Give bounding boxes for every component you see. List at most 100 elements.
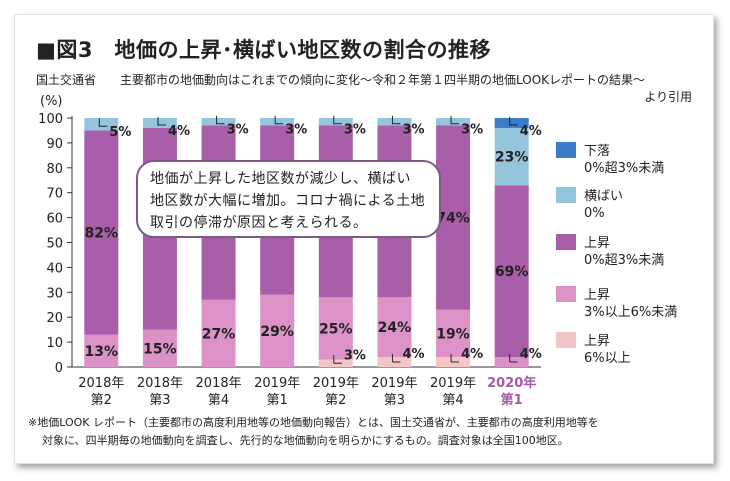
y-tick-label-40: 40 (46, 261, 63, 276)
y-tick-label-0: 0 (55, 361, 63, 376)
footnote: ※地価LOOK レポート（主要都市の高度利用地等の地価動向報告）とは、国土交通省… (28, 414, 698, 450)
legend-label-rise_6-1: 6%以上 (584, 351, 631, 366)
footnote-line-2: 対象に、四半期毎の地価動向を調査し、先行的な地価動向を明らかにするもの。調査対象… (42, 434, 569, 447)
label-leader-flat-0 (98, 118, 108, 127)
legend-swatch-rise_3_6 (556, 286, 576, 302)
x-tick-quarter-1: 第3 (149, 393, 170, 408)
label-leader-rise_3_6-7 (509, 354, 518, 363)
data-label-rise_3_6-4: 25% (319, 321, 353, 337)
bar-flat-3 (260, 118, 295, 126)
data-label-flat-1: 4% (168, 124, 190, 139)
source-label: 国土交通省 (36, 73, 97, 87)
y-axis-unit: (%) (40, 94, 63, 109)
x-tick-quarter-6: 第4 (442, 393, 463, 408)
y-tick-label-60: 60 (46, 212, 63, 227)
data-label-rise_3_6-0: 13% (85, 344, 119, 360)
data-label-rise_3_6-7: 4% (520, 347, 542, 362)
data-label-decline-7: 4% (520, 124, 542, 139)
x-tick-year-0: 2018年 (78, 376, 124, 391)
bar-flat-5 (377, 118, 412, 126)
x-tick-year-1: 2018年 (137, 376, 183, 391)
legend-swatch-flat (556, 187, 576, 203)
data-label-flat-0: 5% (109, 125, 131, 140)
bar-decline-7 (494, 118, 529, 128)
label-leader-flat-6 (450, 115, 460, 125)
footnote-line-1: ※地価LOOK レポート（主要都市の高度利用地等の地価動向報告）とは、国土交通省… (28, 416, 599, 429)
label-leader-flat-4 (333, 115, 342, 125)
x-tick-year-4: 2019年 (313, 376, 359, 391)
data-label-rise_3_6-1: 15% (143, 341, 177, 357)
label-leader-rise_6-4 (333, 355, 342, 364)
x-tick-year-2: 2018年 (196, 376, 242, 391)
y-tick-label-70: 70 (46, 187, 63, 202)
label-leader-flat-1 (157, 116, 166, 126)
legend-label-rise_3_6-0: 上昇 (584, 288, 610, 303)
y-tick-label-50: 50 (46, 237, 63, 252)
bar-flat-7 (494, 127, 529, 186)
x-tick-quarter-3: 第1 (267, 393, 288, 408)
data-label-flat-3: 3% (285, 123, 307, 138)
bar-flat-4 (318, 118, 353, 126)
label-leader-rise_6-6 (450, 354, 460, 363)
callout-line-1: 地価が上昇した地区数が減少し、横ばい (150, 171, 411, 187)
callout-line-3: 取引の停滞が原因と考えられる。 (150, 215, 368, 231)
bar-rise_3_6-1 (142, 329, 177, 367)
figure-title: ■図3 地価の上昇･横ばい地区数の割合の推移 (36, 38, 491, 62)
y-tick-label-90: 90 (46, 137, 63, 152)
bar-flat-0 (84, 118, 119, 131)
x-tick-year-7: 2020年 (487, 375, 536, 391)
data-label-flat-5: 3% (402, 123, 424, 138)
x-tick-year-5: 2019年 (371, 376, 417, 391)
bar-rise_3_6-0 (84, 334, 119, 367)
data-label-rise_3_6-5: 24% (378, 320, 412, 336)
y-tick-label-30: 30 (46, 286, 63, 301)
x-tick-quarter-0: 第2 (91, 393, 112, 408)
data-label-rise_6-4: 3% (344, 348, 366, 363)
x-tick-quarter-2: 第4 (208, 393, 229, 408)
bar-flat-6 (436, 118, 471, 126)
figure-subtitle: 主要都市の地価動向はこれまでの傾向に変化～令和２年第１四半期の地価LOOKレポー… (120, 73, 646, 87)
data-label-rise_0_3-7: 69% (495, 264, 529, 280)
bar-flat-2 (201, 118, 236, 126)
legend-label-rise_6-0: 上昇 (584, 334, 610, 349)
label-leader-rise_6-5 (391, 354, 401, 363)
legend-label-rise_0_3-1: 0%超3%未満 (584, 253, 664, 268)
legend-label-rise_3_6-1: 3%以上6%未満 (584, 305, 677, 320)
legend-label-decline-0: 下落 (584, 144, 610, 159)
data-label-flat-4: 3% (344, 123, 366, 138)
data-label-flat-6: 3% (461, 123, 483, 138)
legend-label-decline-1: 0%超3%未満 (584, 161, 664, 176)
bar-rise_3_6-4 (318, 297, 353, 360)
callout-box: 地価が上昇した地区数が減少し、横ばい 地区数が大幅に増加。コロナ禍による土地 取… (136, 160, 441, 238)
data-label-rise_3_6-6: 19% (436, 326, 470, 342)
data-label-rise_3_6-3: 29% (260, 324, 294, 340)
legend-swatch-decline (556, 142, 576, 158)
legend-label-rise_0_3-0: 上昇 (584, 236, 610, 251)
y-tick-label-20: 20 (46, 311, 63, 326)
data-label-flat-2: 3% (227, 123, 249, 138)
x-tick-quarter-4: 第2 (325, 393, 346, 408)
label-leader-decline-7 (509, 116, 518, 126)
x-tick-quarter-7: 第1 (501, 392, 523, 408)
data-label-rise_3_6-2: 27% (202, 326, 236, 342)
y-tick-label-80: 80 (46, 162, 63, 177)
legend-swatch-rise_6 (556, 332, 576, 348)
data-label-rise_0_3-6: 74% (436, 211, 470, 227)
label-leader-flat-2 (216, 115, 225, 125)
label-leader-flat-5 (391, 115, 401, 125)
data-label-rise_6-6: 4% (461, 347, 483, 362)
bar-rise_3_6-3 (260, 294, 295, 367)
y-tick-label-10: 10 (46, 336, 63, 351)
figure-subtitle-cont: より引用 (644, 90, 692, 104)
data-label-flat-7: 23% (495, 150, 529, 166)
label-leader-flat-3 (274, 115, 284, 125)
x-tick-year-6: 2019年 (430, 376, 476, 391)
legend-swatch-rise_0_3 (556, 234, 576, 250)
y-tick-label-100: 100 (38, 112, 63, 127)
bar-rise_3_6-5 (377, 297, 412, 358)
x-tick-year-3: 2019年 (254, 376, 300, 391)
bar-rise_0_3-7 (494, 185, 529, 358)
data-label-rise_6-5: 4% (402, 347, 424, 362)
legend-label-flat-0: 横ばい (584, 189, 623, 204)
